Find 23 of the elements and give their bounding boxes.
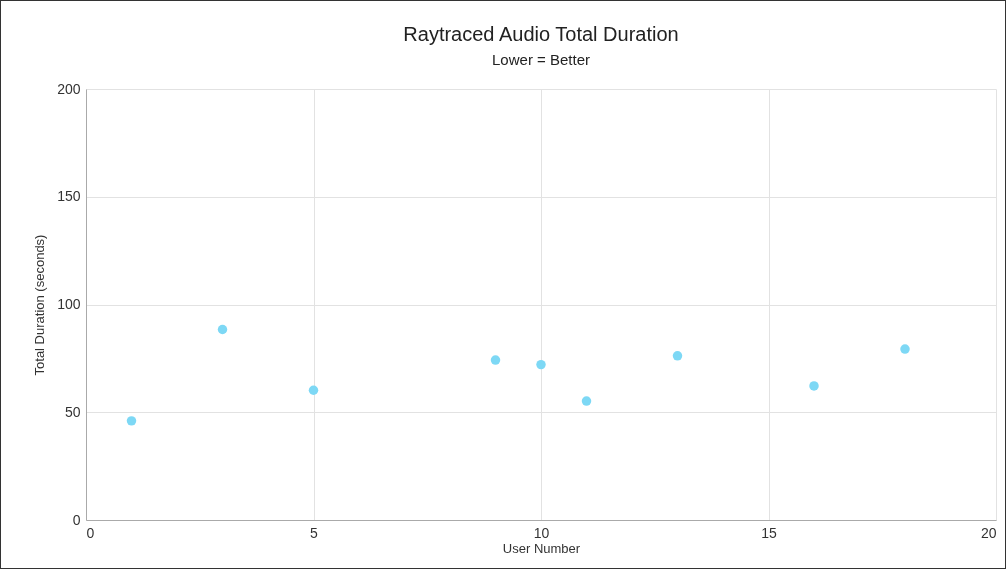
point [217, 324, 228, 335]
point [672, 351, 683, 361]
x-tick-label: 20 [980, 524, 997, 541]
y-tick-label: 200 [57, 80, 81, 97]
point [536, 359, 546, 370]
y-tick-label: 150 [57, 188, 81, 205]
chart-title: Raytraced Audio Total Duration [403, 23, 679, 45]
point [126, 416, 137, 426]
point [308, 385, 319, 395]
x-axis-title: User Number [502, 540, 581, 556]
x-tick-label: 10 [533, 524, 550, 541]
y-axis-title: Total Duration (seconds) [32, 234, 48, 376]
x-tick-label: 15 [761, 524, 777, 541]
x-tick-label: 0 [86, 524, 95, 541]
point [581, 396, 592, 406]
x-tick-label: 5 [310, 524, 319, 541]
y-tick-label: 100 [57, 296, 81, 312]
point [490, 355, 501, 365]
point [900, 344, 910, 354]
y-tick-label: 0 [72, 511, 81, 528]
y-tick-label: 50 [64, 403, 81, 420]
chart-subtitle: Lower = Better [492, 51, 590, 68]
point [809, 381, 819, 391]
